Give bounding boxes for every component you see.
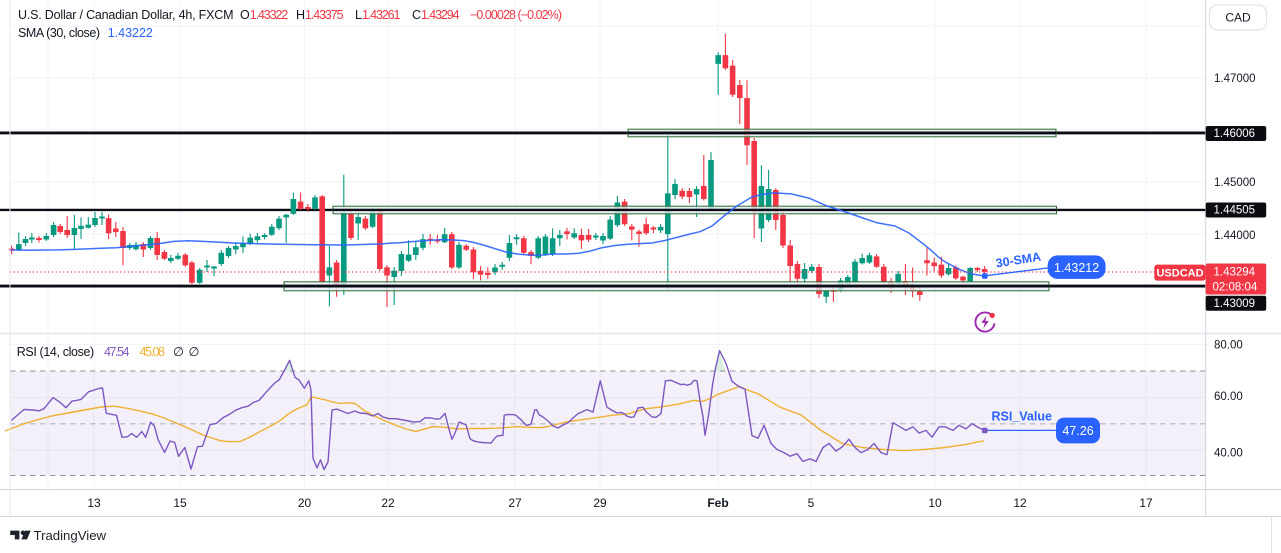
svg-text:USDCAD: USDCAD — [1156, 267, 1203, 279]
svg-text:02:08:04: 02:08:04 — [1213, 282, 1258, 294]
svg-text:Feb: Feb — [707, 496, 728, 510]
svg-text:13: 13 — [87, 496, 101, 510]
svg-text:CAD: CAD — [1225, 11, 1251, 25]
svg-text:1.43212: 1.43212 — [1054, 261, 1099, 275]
svg-text:1.47000: 1.47000 — [1214, 73, 1256, 85]
svg-text:1.44505: 1.44505 — [1214, 205, 1256, 217]
svg-text:1.43294: 1.43294 — [1214, 267, 1256, 279]
svg-text:1.43009: 1.43009 — [1214, 298, 1256, 310]
svg-text:22: 22 — [381, 496, 395, 510]
svg-text:1.45000: 1.45000 — [1214, 177, 1256, 189]
svg-text:12: 12 — [1013, 496, 1027, 510]
svg-text:29: 29 — [593, 496, 607, 510]
svg-text:80.00: 80.00 — [1214, 340, 1243, 352]
svg-text:5: 5 — [808, 496, 815, 510]
svg-text:20: 20 — [298, 496, 312, 510]
svg-text:40.00: 40.00 — [1214, 448, 1243, 460]
svg-text:60.00: 60.00 — [1214, 391, 1243, 403]
svg-text:17: 17 — [1139, 496, 1153, 510]
svg-text:U.S. Dollar / Canadian Dollar,: U.S. Dollar / Canadian Dollar, 4h, FXCM O… — [18, 8, 562, 22]
svg-text:15: 15 — [173, 496, 187, 510]
svg-text:1.46006: 1.46006 — [1214, 128, 1256, 140]
svg-text:SMA (30, close)1.43222: SMA (30, close) 1.43222 — [18, 26, 153, 40]
svg-text:1.44000: 1.44000 — [1214, 230, 1256, 242]
svg-text:10: 10 — [928, 496, 942, 510]
svg-text:RSI_Value: RSI_Value — [992, 410, 1052, 424]
svg-text:47.26: 47.26 — [1062, 424, 1093, 438]
svg-text:27: 27 — [508, 496, 522, 510]
svg-text:TradingView: TradingView — [34, 528, 107, 543]
